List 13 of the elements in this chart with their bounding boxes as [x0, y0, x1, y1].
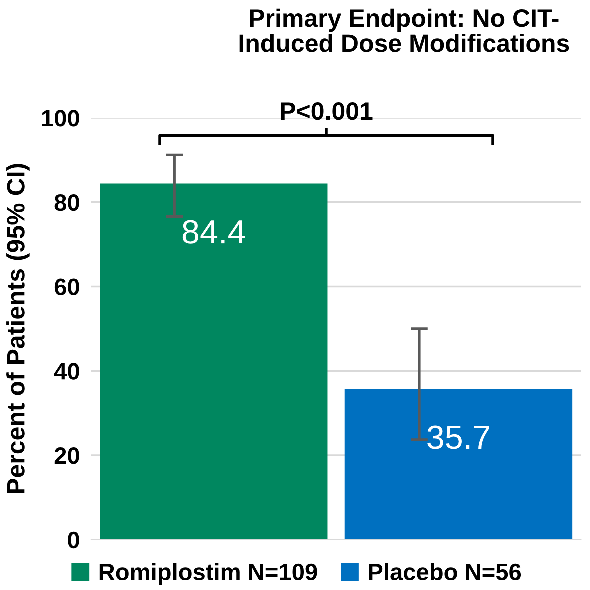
data-label: 84.4 [182, 220, 246, 244]
legend-label: Romiplostim N=109 [100, 563, 318, 586]
legend-label: Placebo N=56 [369, 563, 522, 581]
y-tick-label: 40 [54, 363, 80, 380]
y-tick-label: 20 [54, 448, 80, 464]
annotation: P<0.001 [281, 102, 373, 120]
y-tick-label: 0 [68, 532, 80, 549]
data-label: 35.7 [428, 426, 490, 450]
y-axis-title: Percent of Patients (95% CI) [6, 164, 30, 494]
chart-title: Primary Endpoint: No CIT- Induced Dose Modifications [240, 8, 570, 52]
y-tick-label: 80 [54, 194, 80, 212]
y-tick-label: 100 [42, 110, 80, 127]
y-tick-label: 60 [54, 278, 80, 296]
